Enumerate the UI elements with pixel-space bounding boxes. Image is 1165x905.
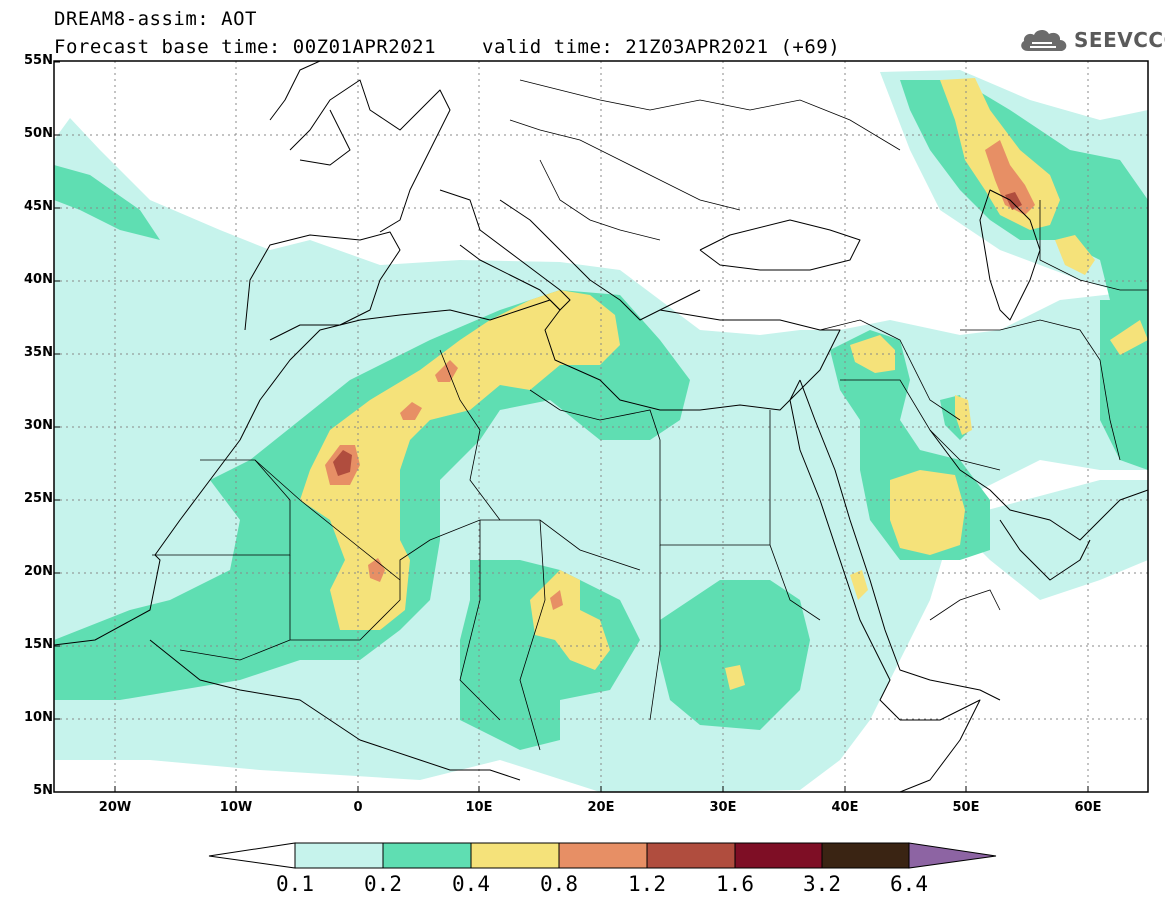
lat-label-50n: 50N <box>24 126 53 141</box>
lat-label-55n: 55N <box>24 53 53 68</box>
colorbar-low-triangle <box>208 842 296 869</box>
cloud-icon <box>1021 29 1067 51</box>
lon-label-20e: 20E <box>587 800 615 815</box>
forecast-base-time: Forecast base time: 00Z01APR2021 <box>54 36 437 58</box>
lat-label-20n: 20N <box>24 564 53 579</box>
colorbar-bin-5 <box>646 842 736 869</box>
lon-label-0: 0 <box>353 800 363 815</box>
coastlines <box>54 61 1148 792</box>
lat-label-35n: 35N <box>24 345 53 360</box>
aot-level-1-2 <box>333 192 1022 476</box>
map-title: DREAM8-assim: AOT <box>54 8 257 30</box>
colorbar-label-0-2: 0.2 <box>364 872 402 896</box>
colorbar-bin-4 <box>558 842 648 869</box>
logo-text: SEEVCCC <box>1074 28 1165 52</box>
lon-label-10w: 10W <box>219 800 253 815</box>
colorbar-label-3-2: 3.2 <box>803 872 841 896</box>
lat-label-25n: 25N <box>24 491 53 506</box>
lat-label-45n: 45N <box>24 199 53 214</box>
colorbar-bin-6 <box>734 842 823 869</box>
colorbar-label-0-8: 0.8 <box>540 872 578 896</box>
colorbar-label-1-2: 1.2 <box>628 872 666 896</box>
lat-label-40n: 40N <box>24 272 53 287</box>
lat-label-30n: 30N <box>24 418 53 433</box>
lon-label-30e: 30E <box>709 800 737 815</box>
lon-label-40e: 40E <box>831 800 859 815</box>
colorbar-label-6-4: 6.4 <box>890 872 928 896</box>
lon-label-10e: 10E <box>465 800 493 815</box>
colorbar-label-0-4: 0.4 <box>452 872 490 896</box>
colorbar-bin-3 <box>470 842 560 869</box>
lat-label-15n: 15N <box>24 637 53 652</box>
country-borders <box>152 79 1148 751</box>
lat-label-5n: 5N <box>33 783 53 798</box>
valid-time: valid time: 21Z03APR2021 (+69) <box>482 36 841 58</box>
colorbar-bin-2 <box>382 842 472 869</box>
colorbar-high-triangle <box>908 842 997 869</box>
colorbar-bin-7 <box>821 842 910 869</box>
graticule <box>54 61 1148 792</box>
lon-label-50e: 50E <box>952 800 980 815</box>
aot-level-0-4 <box>300 78 1148 690</box>
seevccc-logo: SEEVCCC <box>1018 27 1165 53</box>
aot-fields <box>54 61 1148 792</box>
colorbar-bin-1 <box>294 842 384 869</box>
lon-label-20w: 20W <box>98 800 132 815</box>
tick-marks <box>54 61 1089 792</box>
lon-label-60e: 60E <box>1074 800 1102 815</box>
colorbar-label-1-6: 1.6 <box>716 872 754 896</box>
colorbar <box>208 842 997 869</box>
colorbar-label-0-1: 0.1 <box>276 872 314 896</box>
lat-label-10n: 10N <box>24 710 53 725</box>
